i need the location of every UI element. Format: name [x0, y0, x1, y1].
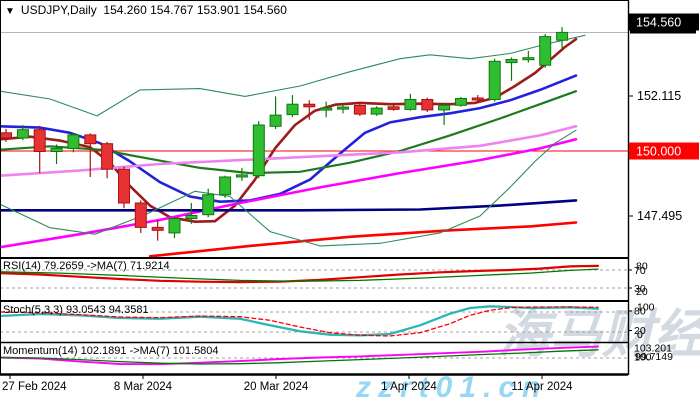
stoch-scale-label: 100 — [637, 302, 655, 314]
ma-magenta — [0, 138, 578, 249]
rsi-scale-label: 20 — [636, 286, 648, 298]
chart-title: ▼ USDJPY,Daily 154.260 154.767 153.901 15… — [5, 3, 287, 17]
stoch-scale-label: 20 — [634, 325, 646, 337]
price-tag-label: 150.000 — [636, 145, 681, 159]
date-label: 1 Apr 2024 — [381, 381, 437, 393]
rsi-scale-label: 70 — [634, 265, 646, 277]
candle-bull — [438, 104, 451, 111]
momentum-scale-label: 100 — [634, 352, 652, 364]
candle-bull — [539, 36, 552, 66]
date-label: 8 Mar 2024 — [114, 381, 173, 393]
band-lower — [0, 129, 577, 247]
candle-bull — [185, 215, 198, 220]
stoch-d — [0, 306, 599, 337]
momentum-indicator-label: Momentum(14) 102.1891 ->MA(7) 101.5804 — [3, 345, 219, 357]
candle-bull — [16, 129, 29, 139]
stoch-scale-label: 0 — [637, 329, 643, 341]
date-label: 11 Apr 2024 — [511, 381, 573, 393]
current-price-tag — [629, 13, 699, 31]
candle-bear — [118, 168, 130, 204]
ohlc-values: 154.260 154.767 153.901 154.560 — [103, 3, 287, 17]
candle-bull — [269, 114, 282, 127]
candle-bear — [421, 99, 434, 111]
watermark-bottom: zzrt01.cn — [355, 371, 547, 400]
candle-bull — [252, 124, 265, 177]
momentum-main — [0, 345, 599, 366]
candle-bull — [202, 194, 215, 216]
rsi-indicator-label: RSI(14) 79.2659 ->MA(7) 71.9214 — [3, 260, 170, 272]
price-tag-partial — [630, 30, 696, 34]
candles — [0, 27, 569, 241]
candle-bear — [471, 97, 484, 101]
date-label: 20 Mar 2024 — [244, 381, 309, 393]
rsi-scale-label: 30 — [634, 283, 646, 295]
candle-bull — [505, 59, 518, 64]
rsi-scale-label: 80 — [636, 261, 648, 273]
candle-bull — [286, 103, 299, 116]
price-tag-label: 154.560 — [636, 16, 681, 30]
candle-bull — [168, 218, 181, 234]
stoch-indicator-label: Stoch(5,3,3) 93.0543 94.3581 — [3, 304, 149, 316]
candle-bear — [0, 132, 12, 139]
candle-bull — [67, 134, 80, 149]
price-scale-label: 147.495 — [637, 209, 682, 223]
price-scale-label: 152.115 — [637, 89, 681, 103]
ma-red-slow — [148, 221, 578, 258]
rsi-ma — [0, 268, 599, 282]
candle-bull — [455, 98, 467, 106]
candle-bull — [50, 147, 63, 152]
candle-bull — [320, 107, 333, 111]
momentum-scale-label: 99.7149 — [635, 351, 673, 363]
candle-bull — [219, 176, 232, 196]
candle-bear — [33, 129, 46, 152]
candle-bear — [84, 134, 97, 145]
chevron-down-icon[interactable]: ▼ — [5, 6, 15, 17]
watermark-center: 海马财经 — [498, 306, 700, 364]
momentum-scale-label: 103.201 — [634, 343, 672, 355]
candle-bull — [522, 57, 535, 61]
candle-bear — [134, 202, 147, 228]
band-upper — [0, 34, 586, 117]
stoch-scale-label: 80 — [634, 306, 646, 318]
candle-bear — [151, 226, 164, 231]
candle-bull — [556, 31, 569, 41]
ma-navy — [0, 199, 578, 212]
candle-bear — [353, 105, 366, 115]
candle-bear — [101, 143, 114, 170]
rsi-main — [0, 264, 600, 284]
candle-bear — [387, 106, 400, 110]
ma-darkgreen — [0, 90, 578, 175]
ma-fast-maroon — [0, 37, 578, 223]
candle-bull — [404, 99, 417, 110]
candle-bull — [488, 60, 501, 100]
candle-bull — [235, 174, 248, 178]
candle-bull — [370, 107, 383, 115]
candle-bull — [337, 106, 349, 110]
symbol-timeframe-label: USDJPY,Daily — [20, 3, 97, 17]
momentum-ma — [0, 349, 599, 365]
date-label: 27 Feb 2024 — [2, 381, 67, 393]
level-150-tag — [629, 142, 699, 160]
candle-bear — [303, 103, 316, 108]
